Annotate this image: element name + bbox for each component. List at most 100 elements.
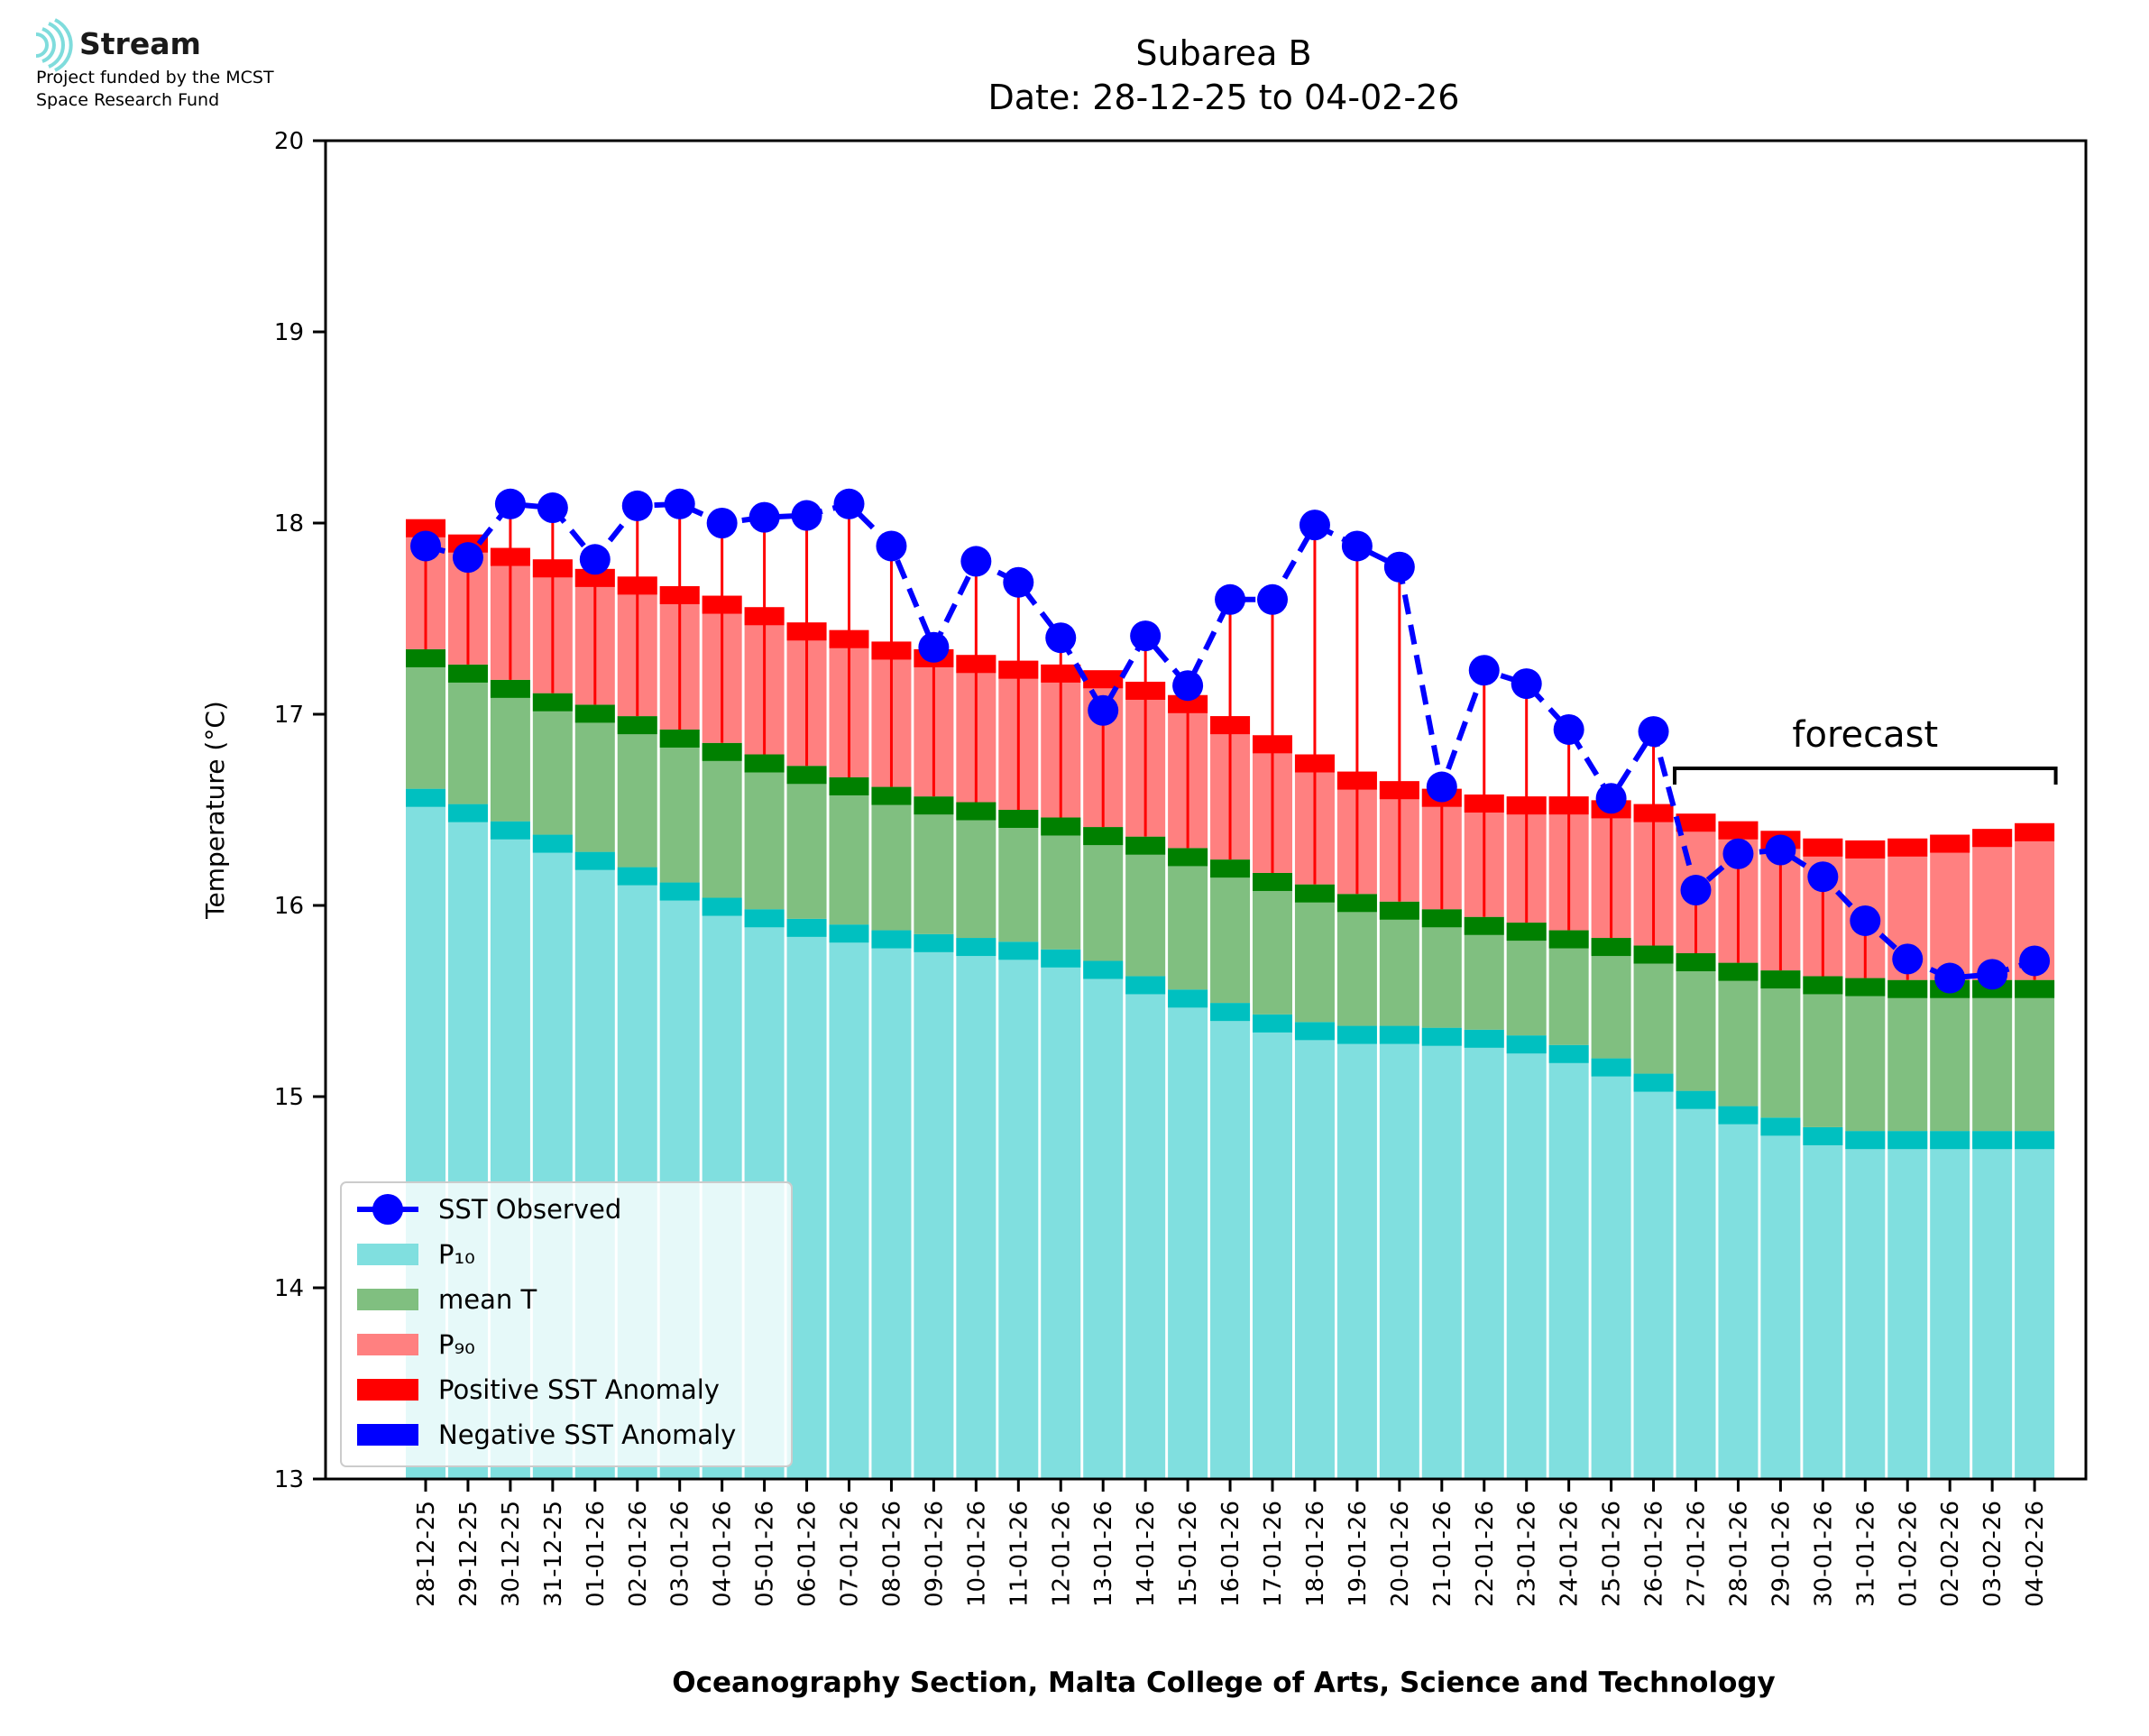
bar-p10-cap xyxy=(1210,1003,1251,1022)
legend-swatch xyxy=(357,1424,418,1446)
bar-p10-cap xyxy=(956,938,996,957)
observed-point xyxy=(1172,670,1204,702)
bar-mean-cap xyxy=(490,679,530,698)
x-tick-label: 02-01-26 xyxy=(625,1501,652,1607)
bar-p10-cap xyxy=(1253,1014,1292,1033)
y-tick-label: 17 xyxy=(274,702,304,729)
bar-p10 xyxy=(1591,1058,1631,1479)
bar-p10-cap xyxy=(1718,1106,1759,1125)
x-tick-label: 05-01-26 xyxy=(752,1501,779,1607)
bar-p10 xyxy=(1676,1090,1716,1479)
bar-p10-cap xyxy=(1972,1131,2013,1150)
x-tick-label: 28-01-26 xyxy=(1725,1501,1752,1607)
bar-mean xyxy=(1930,979,1970,1132)
y-tick-label: 14 xyxy=(274,1275,304,1302)
bar-group xyxy=(1803,838,1843,1479)
observed-point xyxy=(791,500,822,531)
legend-item: Negative SST Anomaly xyxy=(357,1419,736,1450)
bar-mean-cap xyxy=(1887,979,1928,998)
legend-label: Negative SST Anomaly xyxy=(438,1419,736,1450)
bar-mean xyxy=(1591,938,1631,1059)
observed-point xyxy=(579,544,611,575)
bar-p10-cap xyxy=(532,834,573,853)
bar-mean-cap xyxy=(1336,894,1377,913)
bar-p10 xyxy=(1336,1025,1377,1479)
bar-group xyxy=(1930,834,1970,1479)
bar-mean xyxy=(1718,962,1759,1107)
bar-mean xyxy=(659,729,700,883)
bar-p90-cap xyxy=(1083,670,1124,689)
observed-layer xyxy=(410,488,2051,994)
bar-mean-cap xyxy=(1421,909,1462,928)
bar-mean-cap xyxy=(829,776,869,795)
x-tick-label: 06-01-26 xyxy=(794,1501,822,1607)
bar-mean xyxy=(532,693,573,835)
observed-point xyxy=(1088,694,1119,726)
bar-mean xyxy=(1210,859,1251,1004)
bar-group xyxy=(1972,829,2013,1479)
bar-mean-cap xyxy=(1633,945,1674,964)
bar-mean xyxy=(490,679,530,822)
bar-p10 xyxy=(1633,1073,1674,1479)
legend-item: SST Observed xyxy=(357,1194,621,1225)
bar-mean-cap xyxy=(447,664,488,683)
bar-p10-cap xyxy=(1083,960,1124,979)
bar-p90-cap xyxy=(1972,829,2013,848)
observed-point xyxy=(1299,510,1330,541)
bar-mean xyxy=(871,786,912,931)
bar-p10-cap xyxy=(1464,1029,1504,1048)
bar-p10 xyxy=(1379,1025,1419,1479)
bar-p10 xyxy=(956,938,996,1479)
bar-p10-cap xyxy=(447,804,488,822)
bar-group xyxy=(1125,681,1166,1479)
bar-mean xyxy=(1633,945,1674,1074)
bar-mean-cap xyxy=(1506,923,1547,941)
bar-mean-cap xyxy=(956,802,996,821)
observed-point xyxy=(1511,668,1542,700)
bar-mean xyxy=(1887,979,1928,1132)
forecast-bracket xyxy=(1673,767,2058,785)
bar-mean xyxy=(998,810,1039,942)
bar-p10 xyxy=(2015,1131,2055,1479)
bar-p10-cap xyxy=(659,882,700,901)
x-tick-label: 10-01-26 xyxy=(963,1501,990,1607)
bar-p90-cap xyxy=(1930,834,1970,853)
bar-mean-cap xyxy=(406,648,445,667)
observed-point xyxy=(1468,655,1500,686)
bar-mean-cap xyxy=(574,704,615,723)
bar-p10-cap xyxy=(1548,1044,1589,1063)
x-tick-label: 18-01-26 xyxy=(1302,1501,1329,1607)
bar-p90-cap xyxy=(1718,821,1759,840)
legend-swatch-marker xyxy=(372,1194,403,1225)
y-tick-label: 20 xyxy=(274,128,304,155)
bar-p90 xyxy=(1930,834,1970,980)
bar-p10-cap xyxy=(998,941,1039,960)
x-tick-label: 09-01-26 xyxy=(921,1501,948,1607)
observed-point xyxy=(833,488,865,519)
bar-mean xyxy=(1506,923,1547,1036)
chart-title: Subarea B xyxy=(1135,33,1311,73)
bar-mean-cap xyxy=(871,786,912,805)
bar-mean xyxy=(617,716,657,868)
x-tick-label: 17-01-26 xyxy=(1260,1501,1287,1607)
x-tick-label: 23-01-26 xyxy=(1514,1501,1541,1607)
bar-mean-cap xyxy=(1253,872,1292,891)
legend-swatch xyxy=(357,1334,418,1355)
legend-item: Positive SST Anomaly xyxy=(357,1374,720,1405)
y-tick-label: 18 xyxy=(274,510,304,537)
x-tick-label: 04-02-26 xyxy=(2022,1501,2049,1607)
bar-p10-cap xyxy=(1041,949,1081,968)
bar-mean xyxy=(1548,930,1589,1045)
observed-point xyxy=(2019,945,2051,977)
observed-point xyxy=(1977,959,2008,990)
stream-waves-icon xyxy=(35,18,73,72)
bar-mean-cap xyxy=(1210,859,1251,878)
x-tick-label: 24-01-26 xyxy=(1557,1501,1584,1607)
logo-funding-line1: Project funded by the MCST xyxy=(36,68,274,87)
bar-p10-cap xyxy=(1633,1073,1674,1092)
bar-group xyxy=(2015,822,2055,1479)
x-tick-label: 30-12-25 xyxy=(498,1501,525,1607)
bar-mean xyxy=(786,766,827,919)
x-tick-label: 31-12-25 xyxy=(540,1501,567,1607)
bar-mean xyxy=(1379,901,1419,1026)
